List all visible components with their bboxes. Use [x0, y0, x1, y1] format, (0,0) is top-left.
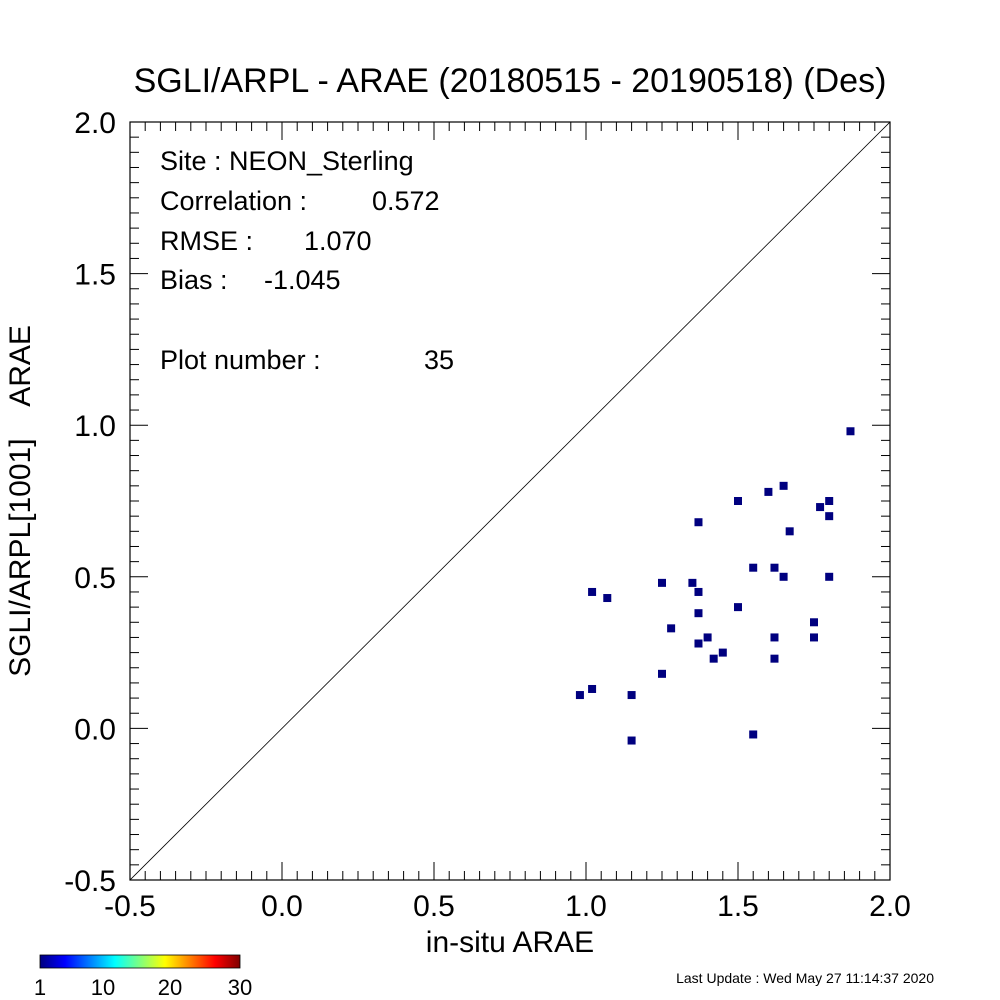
data-point [749, 563, 758, 572]
data-points [575, 427, 855, 745]
data-point [709, 654, 718, 663]
colorbar-gradient [39, 954, 241, 969]
x-tick-label: 2.0 [869, 890, 911, 923]
data-point [816, 503, 825, 512]
data-point [779, 481, 788, 490]
data-point [770, 633, 779, 642]
last-update-text: Last Update : Wed May 27 11:14:37 2020 [676, 970, 934, 986]
x-tick-label: 1.0 [565, 890, 607, 923]
data-point [588, 684, 597, 693]
axis-ticks [129, 121, 891, 881]
colorbar-tick-label: 10 [91, 975, 115, 1000]
data-point [764, 487, 773, 496]
stats-bias-value: -1.045 [264, 265, 341, 295]
stats-bias-label: Bias : [160, 265, 228, 295]
data-point [627, 736, 636, 745]
colorbar-tick-label: 30 [228, 975, 252, 1000]
colorbar-ticks: 1 10 20 30 [34, 975, 252, 1000]
data-point [575, 691, 584, 700]
data-point [779, 572, 788, 581]
data-point [810, 618, 818, 627]
data-point [770, 654, 779, 663]
y-tick-label: 1.5 [74, 259, 116, 292]
stats-rmse-label: RMSE : [160, 226, 253, 256]
colorbar-tick-label: 1 [34, 975, 46, 1000]
data-point [825, 497, 834, 505]
data-point [846, 427, 855, 436]
data-point [810, 633, 818, 642]
data-point [694, 639, 703, 648]
colorbar-tick-label: 20 [158, 975, 182, 1000]
plot-frame [129, 121, 891, 881]
one-to-one-line [130, 122, 890, 880]
data-point [694, 518, 703, 527]
data-point [627, 691, 636, 700]
x-axis-label: in-situ ARAE [426, 926, 594, 959]
data-point [688, 578, 697, 587]
x-tick-label: -0.5 [104, 890, 156, 923]
data-point [603, 594, 612, 603]
tick-labels: -0.5 0.0 0.5 1.0 1.5 2.0 -0.5 0.0 0.5 1.0 1.5 2.0 [64, 107, 911, 923]
data-point [825, 512, 834, 521]
data-point [718, 648, 727, 657]
stats-correlation-label: Correlation : [160, 186, 307, 216]
data-point [658, 669, 666, 678]
y-tick-label: 0.0 [74, 713, 116, 746]
data-point [658, 578, 666, 587]
data-point [825, 572, 834, 581]
x-tick-label: 0.0 [261, 890, 303, 923]
x-tick-label: 1.5 [717, 890, 759, 923]
y-tick-label: 1.0 [74, 410, 116, 443]
data-point [785, 527, 794, 536]
data-point [694, 587, 703, 596]
data-point [694, 609, 703, 618]
stats-plot-number-label: Plot number : [160, 345, 321, 375]
stats-correlation-value: 0.572 [372, 186, 440, 216]
data-point [703, 633, 712, 642]
data-point [749, 730, 758, 739]
x-tick-label: 0.5 [413, 890, 455, 923]
data-point [588, 587, 597, 596]
data-point [734, 497, 742, 505]
stats-site: Site : NEON_Sterling [160, 146, 414, 176]
data-point [734, 603, 742, 612]
chart-title: SGLI/ARPL - ARAE (20180515 - 20190518) (… [134, 62, 887, 100]
y-axis-label: SGLI/ARPL[1001] ARAE [4, 325, 37, 677]
y-tick-label: 0.5 [74, 562, 116, 595]
y-tick-label: 2.0 [74, 107, 116, 140]
y-tick-label: -0.5 [64, 865, 116, 898]
stats-box: Site : NEON_Sterling Correlation : 0.572… [160, 146, 454, 375]
data-point [770, 563, 779, 572]
stats-plot-number-value: 35 [424, 345, 454, 375]
data-point [667, 624, 676, 633]
stats-rmse-value: 1.070 [304, 226, 372, 256]
colorbar: 1 10 20 30 [34, 954, 252, 1000]
